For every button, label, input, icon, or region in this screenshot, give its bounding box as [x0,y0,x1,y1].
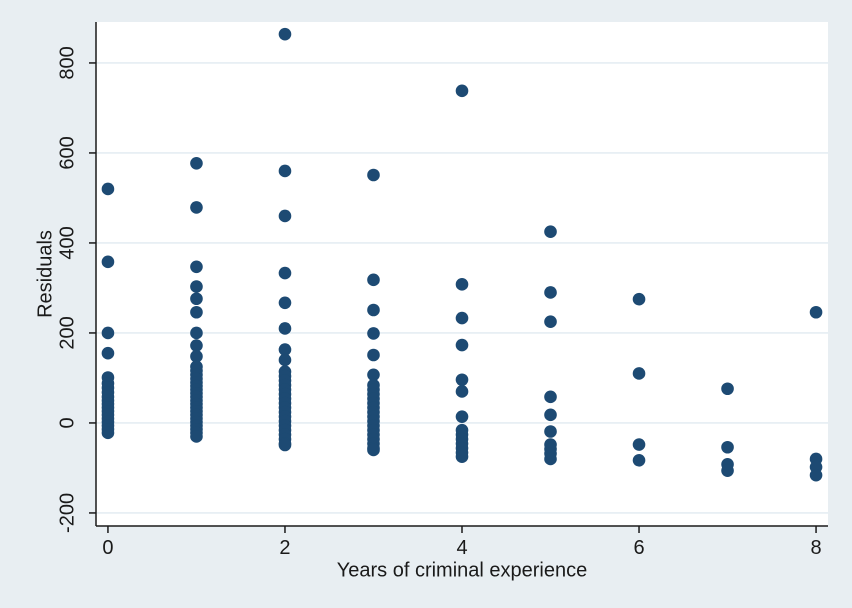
scatter-point [544,452,557,466]
scatter-point [278,296,292,310]
scatter-point [367,368,380,382]
y-tick-label-200: 200 [56,316,78,349]
y-tick-label-400: 400 [56,226,78,259]
scatter-point [278,266,292,280]
scatter-point [632,438,646,451]
scatter-point [455,84,469,98]
scatter-point [101,326,115,340]
scatter-point [544,425,557,438]
y-tick-label--200: -200 [56,493,78,533]
scatter-point [190,430,203,443]
scatter-point [190,260,203,274]
scatter-point [455,373,469,387]
scatter-point [190,339,203,352]
scatter-point [101,426,115,440]
scatter-point [367,303,380,317]
x-axis-title: Years of criminal experience [336,559,588,582]
scatter-point [455,311,469,325]
scatter-point [632,292,646,306]
scatter-point [721,440,734,454]
x-tick-label-0: 0 [102,537,113,559]
scatter-point [278,164,292,178]
scatter-point [809,305,823,319]
scatter-point [367,348,380,362]
scatter-point [455,385,469,398]
scatter-point [190,201,203,214]
scatter-point [367,273,380,287]
scatter-point [809,468,823,482]
scatter-point [455,410,469,423]
scatter-point [190,305,203,319]
scatter-point [101,255,115,269]
x-tick-label-6: 6 [633,537,644,559]
scatter-point [190,326,203,340]
scatter-point [278,209,292,223]
x-tick-label-2: 2 [279,537,290,559]
y-axis-title: Residuals [34,230,57,318]
scatter-point [190,292,203,306]
scatter-point [278,27,292,41]
scatter-point [544,286,557,299]
scatter-point [101,346,115,360]
scatter-point [367,443,380,457]
scatter-point [544,390,557,404]
scatter-point [632,367,646,380]
scatter-point [190,280,203,293]
scatter-point [544,315,557,329]
scatter-point [721,382,734,396]
y-tick-label-800: 800 [56,46,78,79]
y-tick-label-0: 0 [56,417,78,428]
scatter-point [721,464,734,477]
scatter-point [367,327,380,340]
scatter-point [367,168,380,182]
scatter-point [544,408,557,422]
scatter-point [455,450,469,464]
scatter-point [278,343,292,356]
scatter-point [544,225,557,238]
scatter-point [101,182,115,196]
scatter-point [632,454,646,467]
scatter-point [190,350,203,363]
scatter-point [190,157,203,170]
x-tick-label-8: 8 [810,537,821,559]
scatter-point [455,278,469,291]
scatter-point [278,353,292,367]
scatter-point [278,438,292,452]
y-tick-label-600: 600 [56,136,78,169]
x-tick-label-4: 4 [456,537,467,559]
scatter-point [278,322,292,335]
scatter-point [455,338,469,352]
